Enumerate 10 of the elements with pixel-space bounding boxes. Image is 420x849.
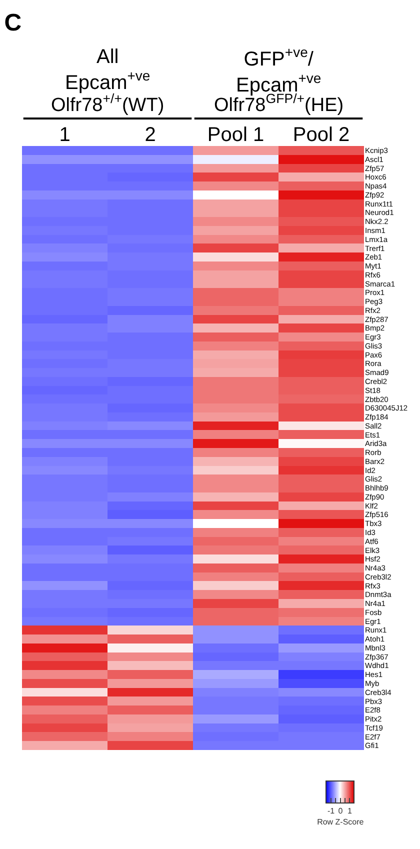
chart-title: C [4,9,22,36]
x-tick-label: 1 [59,124,70,146]
x-tick-label: Pool 1 [207,124,264,146]
x-tick-label: 2 [144,124,156,146]
color-bar-label: 1 [348,806,353,816]
color-bar-label: -1 [328,806,336,816]
x-tick-label: Pool 2 [292,124,350,146]
color-bar-label: 0 [338,806,344,816]
color-bar-title: Row Z-Score [317,818,364,827]
text: All Epcam$^{+ve}$ [65,46,150,94]
